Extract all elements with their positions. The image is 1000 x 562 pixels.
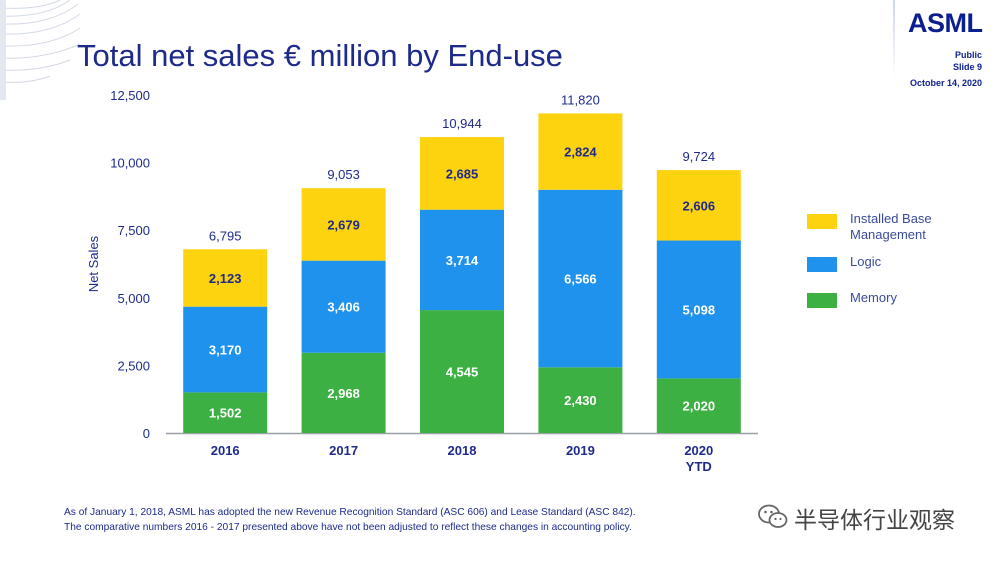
left-edge-bar	[0, 0, 6, 100]
x-tick-label: 2019	[566, 443, 595, 458]
y-tick-label: 2,500	[117, 358, 150, 373]
bar-value-label: 2,606	[683, 198, 716, 213]
footnote-line-1: As of January 1, 2018, ASML has adopted …	[64, 507, 636, 518]
bar-total-label: 11,820	[561, 92, 600, 107]
x-tick-label: 2018	[448, 443, 477, 458]
bar-segment	[183, 392, 268, 433]
bar-value-label: 3,406	[327, 300, 360, 315]
bar-value-label: 3,714	[446, 253, 479, 268]
legend-swatch	[807, 257, 837, 272]
bar-value-label: 4,545	[446, 365, 479, 380]
y-tick-label: 5,000	[117, 291, 150, 306]
bar-total-label: 10,944	[442, 116, 482, 131]
bar-value-label: 2,968	[327, 386, 360, 401]
legend-label: Memory	[850, 290, 897, 305]
net-sales-chart: 0 2,500 5,000 7,500 10,000 12,500 Net Sales 1,5…	[86, 88, 932, 474]
bar-segment	[538, 367, 623, 433]
legend-swatch	[807, 293, 837, 308]
bar-segment	[301, 352, 386, 433]
bar-segment	[420, 310, 504, 433]
bar-value-label: 2,824	[564, 145, 597, 160]
wechat-icon	[758, 504, 788, 528]
asml-logo: ASML	[908, 8, 983, 38]
bar-value-label: 5,098	[683, 302, 716, 317]
legend-label: Logic	[850, 254, 882, 269]
bar-segment	[183, 249, 268, 307]
bar-segment	[301, 260, 386, 353]
classification-label: Public	[954, 50, 982, 60]
y-tick-label: 12,500	[110, 88, 150, 103]
bar-value-label: 2,679	[327, 217, 360, 232]
page-title: Total net sales € million by End-use	[77, 38, 563, 73]
y-tick-label: 0	[143, 426, 150, 441]
slide-number: Slide 9	[952, 62, 982, 72]
y-tick-label: 10,000	[110, 156, 150, 171]
legend-swatch	[807, 214, 837, 229]
x-tick-label: 2017	[329, 443, 358, 458]
bar-value-label: 2,020	[683, 399, 716, 414]
bar-segment	[656, 170, 741, 241]
bar-value-label: 1,502	[209, 406, 242, 421]
x-tick-label: 2016	[211, 443, 240, 458]
bar-segment	[656, 240, 741, 379]
bar-segment	[538, 189, 623, 368]
bar-segment	[420, 209, 504, 311]
bar-segment	[538, 113, 623, 190]
footnote: As of January 1, 2018, ASML has adopted …	[64, 505, 636, 535]
watermark-text: 半导体行业观察	[794, 508, 955, 534]
bar-value-label: 6,566	[564, 272, 597, 287]
y-axis-label: Net Sales	[86, 235, 101, 292]
header-divider	[893, 0, 895, 80]
bar-segment	[183, 306, 268, 393]
bar-segment	[656, 378, 741, 433]
y-tick-label: 7,500	[117, 223, 150, 238]
footnote-line-2: The comparative numbers 2016 - 2017 pres…	[64, 522, 632, 533]
bar-value-label: 2,123	[209, 271, 242, 286]
bar-value-label: 2,685	[446, 166, 479, 181]
bar-total-label: 9,724	[683, 149, 716, 164]
bar-total-label: 6,795	[209, 228, 242, 243]
corner-decoration	[0, 0, 80, 100]
legend-label: Management	[850, 227, 926, 242]
bar-segment	[420, 137, 504, 210]
x-tick-label: YTD	[686, 459, 712, 474]
x-tick-label: 2020	[684, 443, 713, 458]
bar-value-label: 2,430	[564, 393, 597, 408]
bar-total-label: 9,053	[327, 167, 360, 182]
slide-date: October 14, 2020	[909, 78, 982, 88]
bar-value-label: 3,170	[209, 343, 242, 358]
legend-label: Installed Base	[850, 211, 932, 226]
bar-segment	[301, 188, 386, 261]
